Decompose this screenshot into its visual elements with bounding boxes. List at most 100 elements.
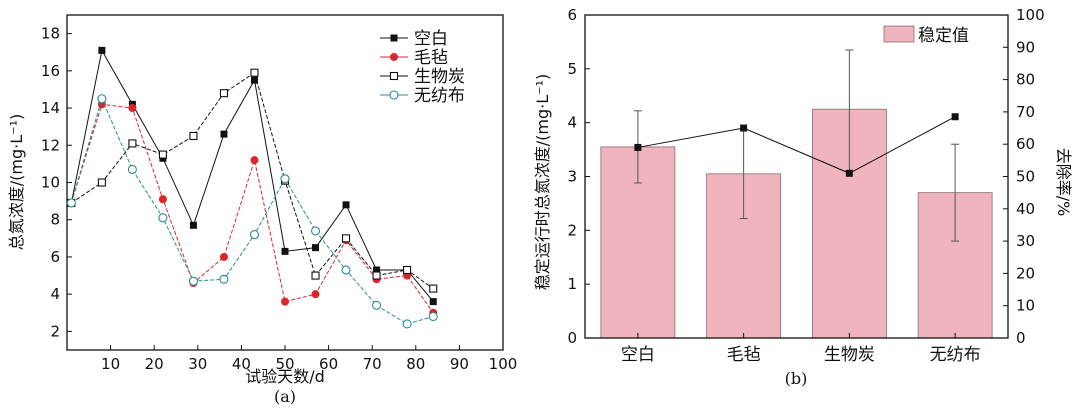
data-point-空白 (312, 244, 320, 252)
removal-rate-line (637, 116, 956, 174)
legend-marker-空白 (390, 34, 398, 42)
data-point-无纺布 (249, 230, 260, 240)
data-point-无纺布 (310, 226, 321, 236)
y2-tick-label-b: 80 (1016, 71, 1035, 89)
data-point-生物炭 (372, 271, 381, 280)
data-point-毛毡 (128, 104, 137, 113)
data-point-无纺布 (219, 274, 229, 284)
legend-b: 稳定值 (883, 25, 969, 46)
y2-tick-label-b: 60 (1016, 135, 1035, 153)
data-point-生物炭 (429, 284, 438, 293)
category-label-无纺布: 无纺布 (930, 345, 981, 365)
y-tick-label-b: 0 (567, 329, 577, 347)
y-tick-label-b: 1 (567, 275, 577, 293)
x-tick-label-a: 30 (188, 355, 207, 373)
data-point-无纺布 (158, 213, 168, 223)
legend-marker-生物炭 (389, 71, 399, 81)
y2-tick-label-b: 100 (1016, 6, 1045, 24)
data-point-无纺布 (280, 174, 290, 184)
series-line-无纺布 (70, 97, 434, 325)
legend-marker-毛毡 (390, 53, 398, 61)
bars-group (600, 49, 993, 339)
data-point-生物炭 (189, 131, 198, 141)
y-tick-label-a: 12 (41, 136, 60, 154)
data-point-无纺布 (188, 276, 198, 286)
data-point-毛毡 (250, 156, 259, 165)
y2-tick-label-b: 10 (1016, 297, 1035, 315)
removal-rate-point-生物炭 (845, 169, 853, 177)
x-tick-label-a: 50 (275, 355, 294, 373)
removal-rate-point-无纺布 (951, 113, 959, 121)
y2-tick-label-b: 0 (1016, 329, 1026, 347)
data-point-毛毡 (219, 252, 228, 261)
removal-rate-point-空白 (634, 143, 642, 151)
data-point-空白 (250, 76, 258, 84)
data-point-毛毡 (158, 195, 167, 204)
y-tick-label-a: 18 (41, 25, 60, 43)
data-point-无纺布 (97, 94, 107, 104)
data-point-无纺布 (372, 300, 382, 310)
legend-label-无纺布: 无纺布 (414, 86, 465, 106)
y2-tick-label-b: 90 (1016, 38, 1035, 56)
data-point-毛毡 (311, 290, 320, 299)
legend-label-bar: 稳定值 (918, 26, 969, 46)
data-point-生物炭 (219, 89, 229, 98)
y-tick-label-b: 4 (567, 114, 577, 132)
data-point-生物炭 (250, 68, 259, 77)
legend-label-毛毡: 毛毡 (414, 48, 448, 68)
category-label-毛毡: 毛毡 (727, 345, 761, 365)
y-tick-label-a: 16 (41, 62, 60, 80)
x-tick-label-a: 60 (319, 355, 338, 373)
series-line-生物炭 (71, 71, 434, 289)
legend-swatch-bar (883, 25, 915, 43)
data-point-无纺布 (66, 198, 76, 208)
caption-a: (a) (274, 387, 296, 406)
data-point-空白 (342, 201, 350, 209)
axes-a: 10 20 30 40 50 60 70 80 90 100 2 4 6 8 10 12 14 16 18 (41, 25, 517, 373)
removal-rate-line-group (634, 113, 959, 177)
data-point-生物炭 (97, 178, 106, 187)
removal-rate-point-毛毡 (740, 124, 748, 132)
data-point-无纺布 (428, 311, 438, 322)
y2-tick-label-b: 30 (1016, 232, 1035, 250)
category-label-空白: 空白 (621, 345, 655, 365)
x-tick-label-a: 10 (101, 355, 120, 373)
data-point-空白 (373, 266, 381, 274)
data-point-空白 (281, 247, 289, 255)
x-tick-label-a: 100 (489, 355, 518, 373)
legend-label-生物炭: 生物炭 (414, 67, 465, 87)
y-tick-label-a: 4 (50, 285, 60, 303)
y2-tick-label-b: 40 (1016, 200, 1035, 218)
legend-marker-无纺布 (389, 90, 399, 100)
line-chart-panel: 10 20 30 40 50 60 70 80 90 100 2 4 6 8 10 12 14 16 18 空白毛毡… (7, 14, 517, 406)
data-point-空白 (98, 46, 106, 54)
y-tick-label-b: 6 (567, 6, 577, 24)
y2-tick-label-b: 20 (1016, 264, 1035, 282)
y-tick-label-b: 2 (567, 221, 577, 239)
y-tick-label-a: 8 (50, 211, 60, 229)
data-point-生物炭 (341, 234, 351, 243)
x-axis-label-a: 试验天数/d (245, 367, 325, 386)
x-tick-label-a: 70 (363, 355, 382, 373)
data-point-空白 (429, 298, 437, 306)
data-point-无纺布 (402, 319, 412, 329)
category-label-生物炭: 生物炭 (824, 345, 875, 365)
y2-tick-label-b: 70 (1016, 103, 1035, 121)
series-line-空白 (70, 48, 434, 302)
y-tick-label-a: 10 (41, 174, 60, 192)
data-point-毛毡 (281, 297, 289, 306)
x-tick-label-a: 20 (145, 355, 164, 373)
data-point-空白 (189, 221, 197, 229)
y-axis-label-a: 总氮浓度/(mg·L⁻¹) (7, 114, 26, 250)
y-tick-label-b: 3 (567, 168, 577, 186)
data-point-无纺布 (127, 164, 137, 175)
data-point-生物炭 (158, 150, 167, 159)
legend-label-空白: 空白 (414, 29, 448, 49)
data-point-生物炭 (311, 271, 320, 280)
y-tick-label-a: 6 (50, 248, 60, 266)
caption-b: (b) (785, 369, 808, 388)
